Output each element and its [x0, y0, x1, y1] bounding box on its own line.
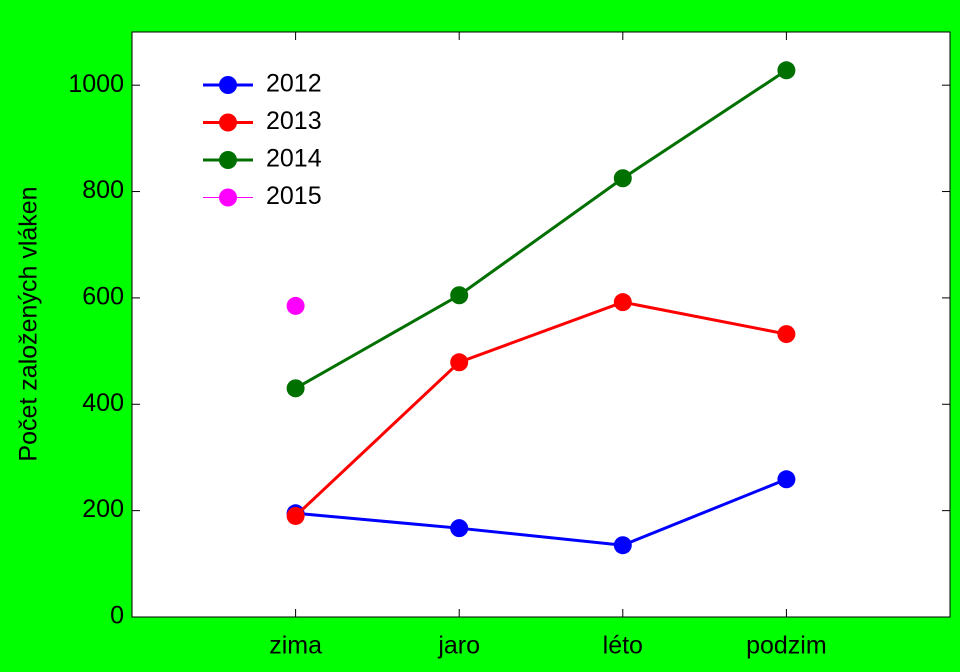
y-tick-label: 600 — [82, 283, 124, 311]
legend-label: 2013 — [266, 107, 322, 135]
data-point — [286, 506, 305, 525]
data-point — [450, 519, 469, 538]
data-point — [777, 325, 796, 344]
legend-label: 2014 — [266, 145, 322, 173]
x-tick-label: léto — [603, 632, 643, 660]
data-point — [450, 353, 469, 372]
series-line — [294, 69, 788, 390]
data-point — [613, 169, 632, 188]
data-point — [613, 536, 632, 555]
y-axis-label: Počet založených vláken — [15, 186, 43, 461]
data-point — [450, 286, 469, 305]
y-tick-label: 800 — [82, 176, 124, 204]
legend-marker — [219, 151, 237, 169]
y-tick-label: 200 — [82, 495, 124, 523]
y-tick-label: 0 — [110, 602, 124, 630]
y-tick-label: 1000 — [68, 70, 124, 98]
plot-area — [131, 31, 951, 618]
y-tick-label: 400 — [82, 389, 124, 417]
data-point — [777, 470, 796, 489]
data-point — [286, 379, 305, 398]
legend-marker — [219, 76, 237, 94]
legend-label: 2015 — [266, 182, 322, 210]
x-tick-label: jaro — [437, 632, 480, 660]
data-point — [777, 61, 796, 80]
series-line — [294, 300, 787, 518]
x-tick-label: zima — [269, 632, 322, 660]
x-tick-label: podzim — [746, 632, 827, 660]
legend-marker — [219, 188, 237, 207]
data-point — [286, 296, 305, 315]
series-line — [295, 477, 787, 547]
legend-label: 2012 — [266, 70, 322, 98]
legend-marker — [219, 113, 237, 132]
data-point — [613, 293, 632, 312]
